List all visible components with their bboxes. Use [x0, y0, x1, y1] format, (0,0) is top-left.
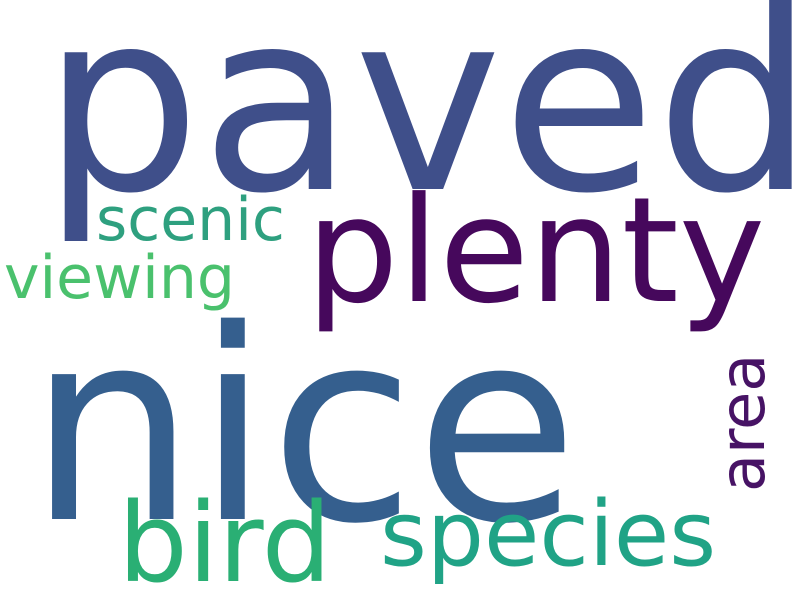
word-area: area — [706, 353, 779, 492]
word-paved: paved — [42, 0, 800, 248]
word-viewing: viewing — [4, 243, 235, 313]
word-species: species — [380, 482, 717, 587]
word-plenty: plenty — [306, 166, 766, 336]
word-nice: nice — [28, 274, 579, 582]
word-bird: bird — [118, 479, 332, 600]
word-scenic: scenic — [96, 185, 285, 255]
